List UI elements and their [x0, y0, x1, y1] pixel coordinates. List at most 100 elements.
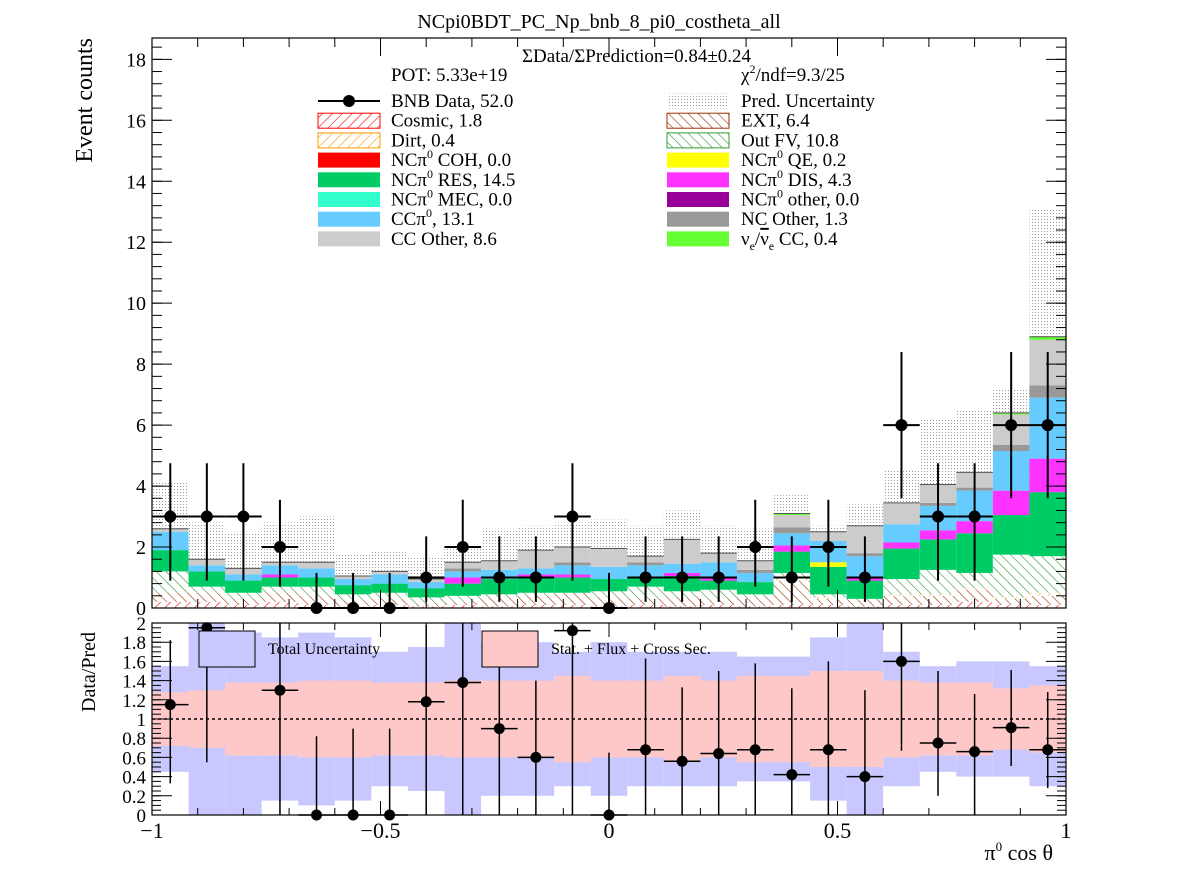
stack-bar-res [883, 548, 920, 580]
ratio-point [274, 684, 286, 696]
stack-bar-cosmic [261, 601, 299, 608]
legend-label: Dirt, 0.4 [391, 130, 455, 151]
legend-swatch-dis [667, 172, 729, 188]
ratio-y-tick-label: 0 [137, 806, 147, 827]
x-tick-label: 0.5 [824, 818, 852, 843]
legend-label: EXT, 6.4 [741, 111, 810, 132]
stack-bar-outfv [810, 594, 847, 598]
ratio-point [969, 746, 981, 758]
data-point [639, 571, 652, 584]
y-tick-label: 0 [136, 598, 146, 620]
data-point [676, 571, 689, 584]
stack-bar-outfv [188, 586, 226, 593]
stack-bar-ext [846, 600, 884, 607]
stack-bar-cosmic [444, 604, 482, 608]
ratio-y-tick-label: 1.8 [122, 633, 146, 654]
stack-bar-cosmic [554, 604, 591, 608]
stack-bar-res [225, 580, 262, 593]
ratio-legend-label: Stat. + Flux + Cross Sec. [551, 641, 711, 658]
y-tick-label: 18 [126, 49, 146, 71]
data-point [273, 541, 286, 554]
ratio-point [895, 655, 907, 667]
data-point [712, 571, 725, 584]
x-tick-label: 1 [1061, 818, 1072, 843]
stack-bar-cosmic [810, 604, 847, 608]
ratio-y-tick-label: 1.4 [122, 672, 146, 693]
ratio-y-tick-label: 1 [137, 710, 147, 731]
ratio-point [493, 723, 505, 735]
stack-bar-cosmic [700, 604, 737, 608]
ratio-point [530, 751, 542, 763]
chi2-label: χ2/ndf=9.3/25 [740, 62, 845, 86]
ratio-point [457, 677, 469, 689]
stack-bar-cosmic [883, 604, 920, 608]
x-tick-label: −0.5 [361, 818, 401, 843]
ratio-point [713, 748, 725, 760]
data-point [420, 571, 433, 584]
stack-bar-outfv [883, 579, 920, 595]
ratio-point [822, 744, 834, 756]
data-point [932, 510, 945, 523]
stack-bar-ext [444, 601, 482, 605]
ratio-y-tick-label: 1.6 [122, 652, 146, 673]
ratio-point [640, 744, 652, 756]
legend-label: νe/νe CC, 0.4 [741, 229, 838, 253]
stack-bar-cosmic [627, 604, 664, 608]
data-point [237, 510, 250, 523]
stack-bar-outfv [152, 571, 189, 593]
y-tick-label: 12 [126, 232, 146, 254]
legend-label: NC Other, 1.3 [741, 209, 848, 230]
legend-swatch-cosmic [317, 112, 381, 129]
stack-bar-ncother [773, 527, 811, 534]
legend-swatch-outfv [666, 132, 730, 149]
y-tick-label: 14 [126, 171, 146, 193]
legend-label: NCπ0 DIS, 4.3 [741, 167, 852, 191]
stack-bar-outfv [992, 554, 1030, 598]
stack-bar-outfv [225, 592, 262, 599]
stack-bar-res [444, 583, 482, 596]
ratio-point [932, 737, 944, 749]
ratio-legend-swatch [481, 630, 539, 668]
pot-label: POT: 5.33e+19 [391, 65, 507, 86]
y-tick-label: 4 [136, 476, 146, 498]
y-axis-label-ratio: Data/Pred [78, 632, 100, 712]
ratio-panel: 00.20.40.60.811.21.41.61.82−1 −0.5 0 0.5 1 D… [78, 614, 1072, 865]
stack-bar-cosmic [919, 604, 957, 608]
stack-bar-ext [188, 592, 226, 602]
ratio-point [420, 696, 432, 708]
ratio-point [164, 699, 176, 711]
data-point [529, 571, 542, 584]
data-point [785, 571, 798, 584]
ratio-legend-label: Total Uncertainty [268, 641, 380, 658]
legend-swatch-qe [667, 152, 729, 168]
legend-label: CCπ0, 13.1 [391, 206, 475, 230]
stack-bar-ext [810, 598, 847, 605]
stack-bar-nuecc [773, 513, 811, 516]
ratio-point [786, 769, 798, 781]
x-tick-label: 0 [604, 818, 615, 843]
ratio-y-tick-label: 1.2 [122, 691, 146, 712]
legend-swatch-res [318, 172, 380, 188]
data-point [200, 510, 213, 523]
legend-label: NCπ0 QE, 0.2 [741, 147, 846, 171]
legend-label: NCπ0 COH, 0.0 [391, 147, 511, 171]
legend-swatch-cc [318, 211, 380, 227]
y-tick-label: 8 [136, 354, 146, 376]
data-point [164, 510, 177, 523]
stack-bar-outfv [736, 594, 774, 598]
legend-swatch-nuecc [667, 231, 729, 247]
legend-swatch-dirt [317, 132, 381, 149]
stack-bar-res [1029, 492, 1066, 557]
stack-bar-outfv [956, 572, 993, 589]
chart-title: NCpi0BDT_PC_Np_bnb_8_pi0_costheta_all [417, 11, 781, 33]
stack-bar-ext [883, 595, 920, 605]
stack-bar-ext [919, 595, 957, 605]
stack-bar-ccother [590, 548, 628, 567]
stack-bar-cosmic [481, 606, 518, 608]
y-axis-label-top: Event counts [72, 38, 98, 163]
stack-bar-res [554, 577, 591, 593]
stack-bar-cc [883, 524, 920, 543]
legend-label: NCπ0 RES, 14.5 [391, 167, 515, 191]
